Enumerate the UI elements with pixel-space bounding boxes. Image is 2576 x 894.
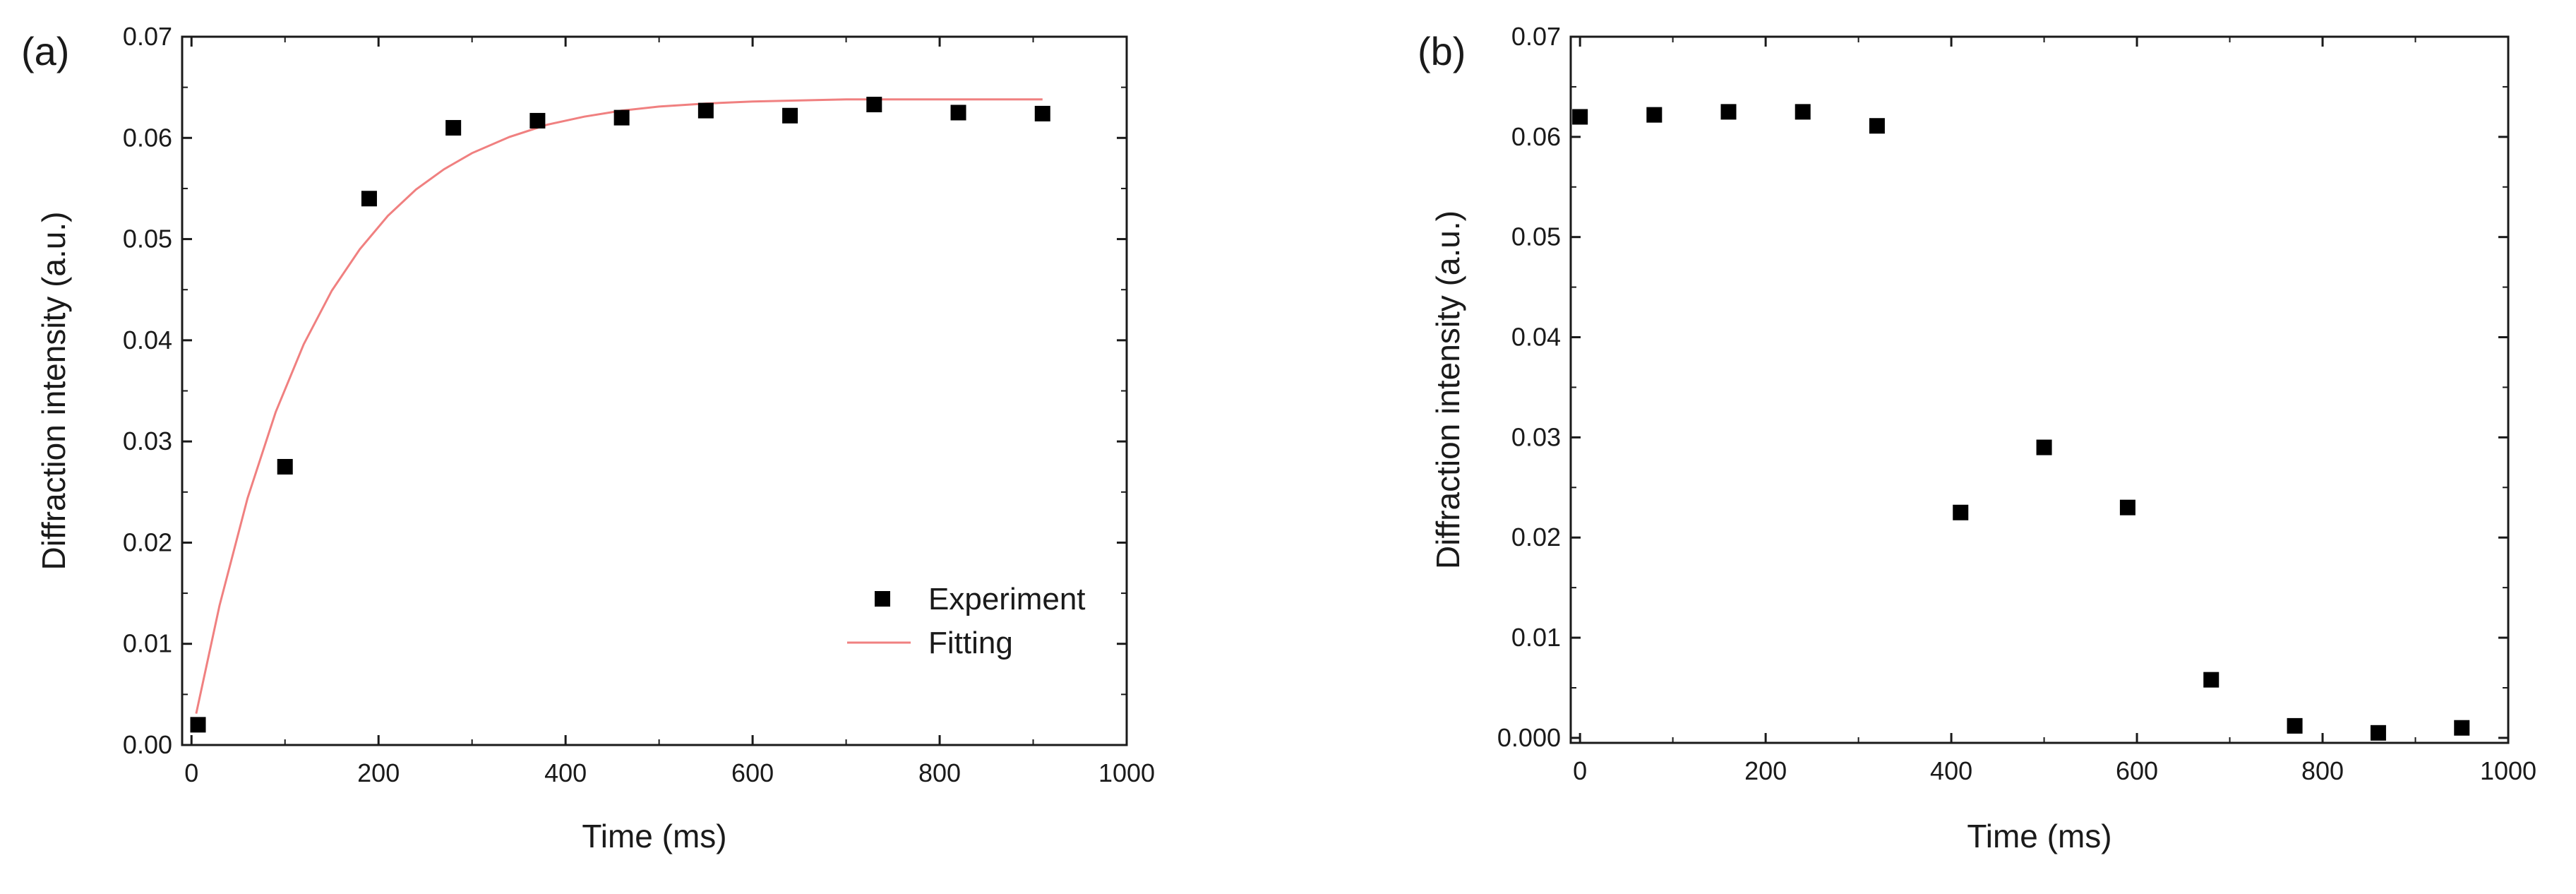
data-point bbox=[2370, 725, 2386, 741]
x-tick-label: 1000 bbox=[2480, 756, 2536, 785]
data-point bbox=[2119, 499, 2135, 515]
x-tick-label: 1000 bbox=[1098, 758, 1155, 787]
data-point bbox=[190, 717, 206, 733]
y-tick-label: 0.07 bbox=[123, 22, 172, 51]
data-point bbox=[613, 109, 630, 126]
data-point bbox=[697, 102, 714, 119]
y-tick-label: 0.03 bbox=[123, 427, 172, 455]
legend-marker-experiment bbox=[875, 591, 890, 607]
data-point bbox=[2287, 717, 2303, 734]
chart-panel-a: 0 200 400 600 800 1000 0.00 0.01 0.02 0.03 0.04 0.0… bbox=[21, 22, 1155, 854]
x-tick-label: 0 bbox=[1573, 756, 1587, 785]
data-point bbox=[2203, 672, 2219, 688]
data-point bbox=[1795, 104, 1811, 120]
legend-label: Experiment bbox=[928, 582, 1086, 616]
data-point bbox=[782, 107, 798, 124]
data-point bbox=[529, 112, 546, 129]
x-tick-label: 400 bbox=[1930, 756, 1972, 785]
data-point bbox=[1869, 118, 1885, 134]
y-tick-label: 0.04 bbox=[123, 326, 172, 354]
y-tick-label: 0.05 bbox=[1511, 222, 1561, 251]
data-point bbox=[1572, 109, 1588, 125]
x-axis-title: Time (ms) bbox=[582, 818, 726, 854]
chart-panel-b: 0 200 400 600 800 1000 0.000 0.01 0.02 0.03 0.04 0.… bbox=[1418, 22, 2536, 854]
y-axis-title: Diffraction intensity (a.u.) bbox=[1430, 210, 1466, 569]
data-point bbox=[950, 105, 966, 121]
x-tick-label: 400 bbox=[544, 758, 587, 787]
y-tick-label: 0.01 bbox=[1511, 623, 1561, 652]
x-tick-label: 800 bbox=[918, 758, 961, 787]
data-point bbox=[866, 97, 882, 113]
plot-frame bbox=[1569, 35, 2510, 744]
y-tick-label: 0.02 bbox=[123, 528, 172, 556]
x-tick-label: 200 bbox=[1744, 756, 1787, 785]
data-point bbox=[445, 119, 462, 136]
data-point bbox=[1953, 504, 1969, 520]
y-tick-label: 0.06 bbox=[1511, 122, 1561, 151]
y-tick-label: 0.01 bbox=[123, 629, 172, 658]
data-point bbox=[1720, 104, 1737, 120]
y-tick-label: 0.06 bbox=[123, 123, 172, 152]
data-point bbox=[2454, 720, 2470, 736]
legend: Experiment Fitting bbox=[847, 582, 1086, 660]
y-tick-label: 0.05 bbox=[123, 225, 172, 254]
y-tick-label: 0.000 bbox=[1497, 723, 1561, 752]
x-axis-title: Time (ms) bbox=[1967, 818, 2111, 854]
data-point bbox=[277, 458, 293, 475]
y-tick-label: 0.04 bbox=[1511, 323, 1561, 352]
panel-label: (a) bbox=[21, 29, 69, 73]
data-point bbox=[361, 191, 377, 207]
data-point bbox=[1034, 105, 1050, 121]
y-tick-label: 0.07 bbox=[1511, 22, 1561, 51]
panel-label: (b) bbox=[1418, 29, 1466, 73]
data-point bbox=[1646, 107, 1663, 123]
legend-label: Fitting bbox=[928, 626, 1013, 660]
data-point bbox=[2036, 439, 2052, 455]
y-tick-label: 0.02 bbox=[1511, 523, 1561, 552]
y-tick-label: 0.00 bbox=[123, 730, 172, 759]
x-tick-label: 0 bbox=[184, 758, 198, 787]
x-tick-label: 200 bbox=[357, 758, 400, 787]
y-axis-title: Diffraction intensity (a.u.) bbox=[35, 212, 72, 571]
fit-line bbox=[195, 98, 1043, 714]
x-tick-label: 800 bbox=[2301, 756, 2344, 785]
x-tick-label: 600 bbox=[731, 758, 774, 787]
x-tick-label: 600 bbox=[2116, 756, 2158, 785]
y-tick-label: 0.03 bbox=[1511, 422, 1561, 451]
